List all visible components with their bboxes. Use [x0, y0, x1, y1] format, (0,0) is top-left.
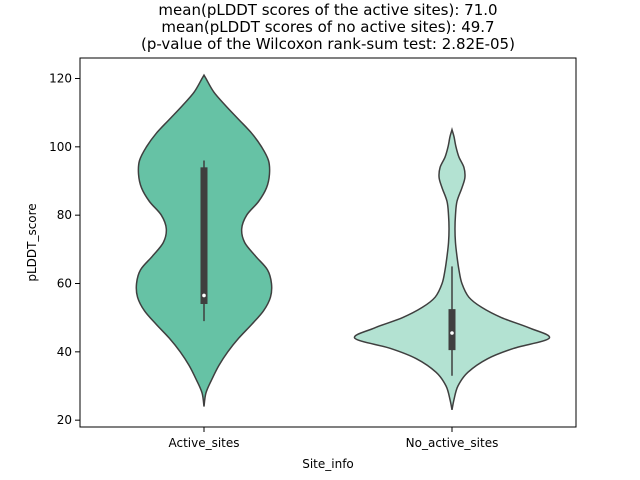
violin-median-dot — [450, 331, 454, 335]
violin-iqr-box — [448, 309, 456, 351]
x-axis-label: Site_info — [302, 457, 354, 471]
y-tick-label: 100 — [49, 140, 72, 154]
x-axis: Active_sites No_active_sites — [168, 427, 498, 450]
y-tick-label: 120 — [49, 72, 72, 86]
y-axis-label: pLDDT_score — [25, 203, 39, 281]
y-tick-label: 60 — [57, 277, 72, 291]
violin-iqr-box — [200, 167, 208, 304]
violin-median-dot — [202, 293, 206, 298]
title-line: mean(pLDDT scores of the active sites): … — [158, 1, 497, 19]
y-tick-label: 80 — [57, 208, 72, 222]
y-tick-label: 40 — [57, 345, 72, 359]
title-line: mean(pLDDT scores of no active sites): 4… — [161, 18, 494, 36]
y-axis: 20 40 60 80 100 120 — [49, 72, 80, 427]
x-tick-label: No_active_sites — [406, 436, 499, 450]
x-tick-label: Active_sites — [168, 436, 239, 450]
chart-title: mean(pLDDT scores of the active sites): … — [141, 1, 515, 53]
title-line: (p-value of the Wilcoxon rank-sum test: … — [141, 35, 515, 53]
plot-area-frame — [79, 57, 577, 428]
violin-layer — [135, 73, 551, 411]
y-tick-label: 20 — [57, 413, 72, 427]
